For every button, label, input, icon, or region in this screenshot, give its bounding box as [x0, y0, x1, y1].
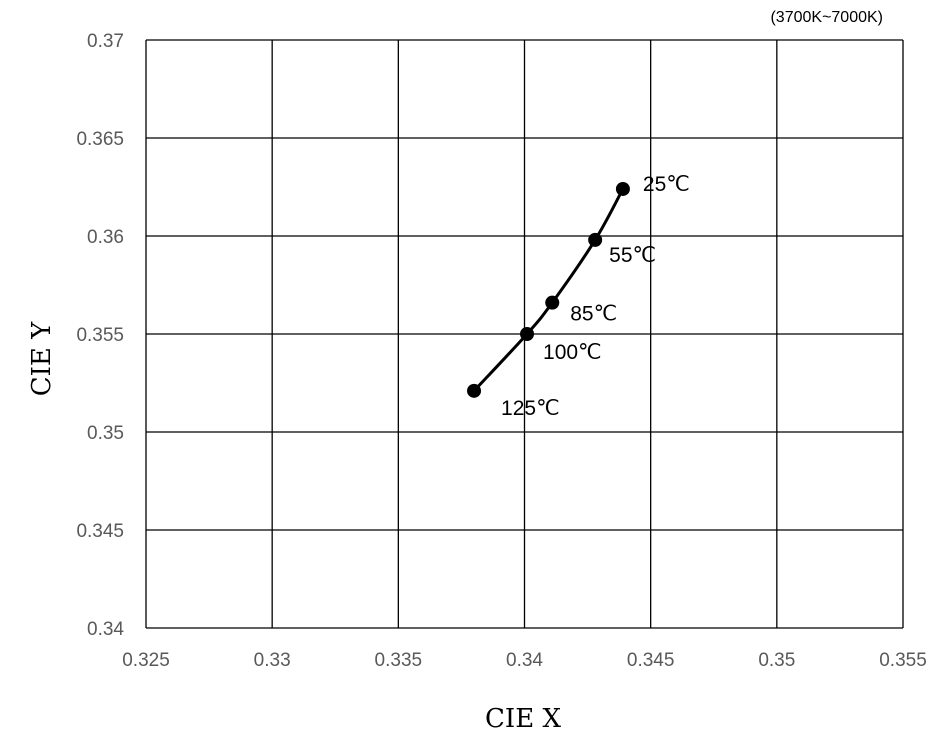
- y-axis-title: CIE Y: [27, 321, 57, 396]
- data-point: [545, 295, 560, 310]
- point-label: 125℃: [501, 397, 560, 420]
- x-tick-label: 0.35: [758, 650, 795, 671]
- x-axis-ticks: 0.325 0.33 0.335 0.34 0.345 0.35 0.355: [122, 650, 927, 671]
- y-tick-label: 0.36: [87, 227, 124, 248]
- x-axis-title: CIE X: [485, 704, 561, 734]
- data-point: [520, 327, 535, 341]
- y-tick-label: 0.34: [87, 619, 124, 640]
- y-axis-ticks: 0.34 0.345 0.35 0.355 0.36 0.365 0.37: [76, 31, 124, 640]
- x-tick-label: 0.335: [375, 650, 423, 671]
- x-tick-label: 0.34: [506, 650, 543, 671]
- y-tick-label: 0.355: [76, 325, 124, 346]
- x-tick-label: 0.355: [879, 650, 927, 671]
- data-point: [588, 232, 603, 247]
- x-tick-label: 0.33: [254, 650, 291, 671]
- point-label: 55℃: [609, 244, 656, 267]
- y-tick-label: 0.35: [87, 423, 124, 444]
- point-labels: 25℃ 55℃ 85℃ 100℃ 125℃: [501, 173, 690, 420]
- y-tick-label: 0.365: [76, 129, 124, 150]
- data-points: [467, 181, 630, 398]
- point-label: 85℃: [570, 303, 617, 326]
- data-point: [615, 181, 630, 196]
- y-tick-label: 0.37: [87, 31, 124, 52]
- point-label: 100℃: [543, 341, 602, 364]
- y-tick-label: 0.345: [76, 521, 124, 542]
- data-point: [467, 383, 482, 398]
- point-label: 25℃: [643, 173, 690, 196]
- chart-annotation: (3700K~7000K): [770, 9, 883, 26]
- x-tick-label: 0.345: [627, 650, 675, 671]
- grid: [145, 39, 904, 629]
- x-tick-label: 0.325: [122, 650, 170, 671]
